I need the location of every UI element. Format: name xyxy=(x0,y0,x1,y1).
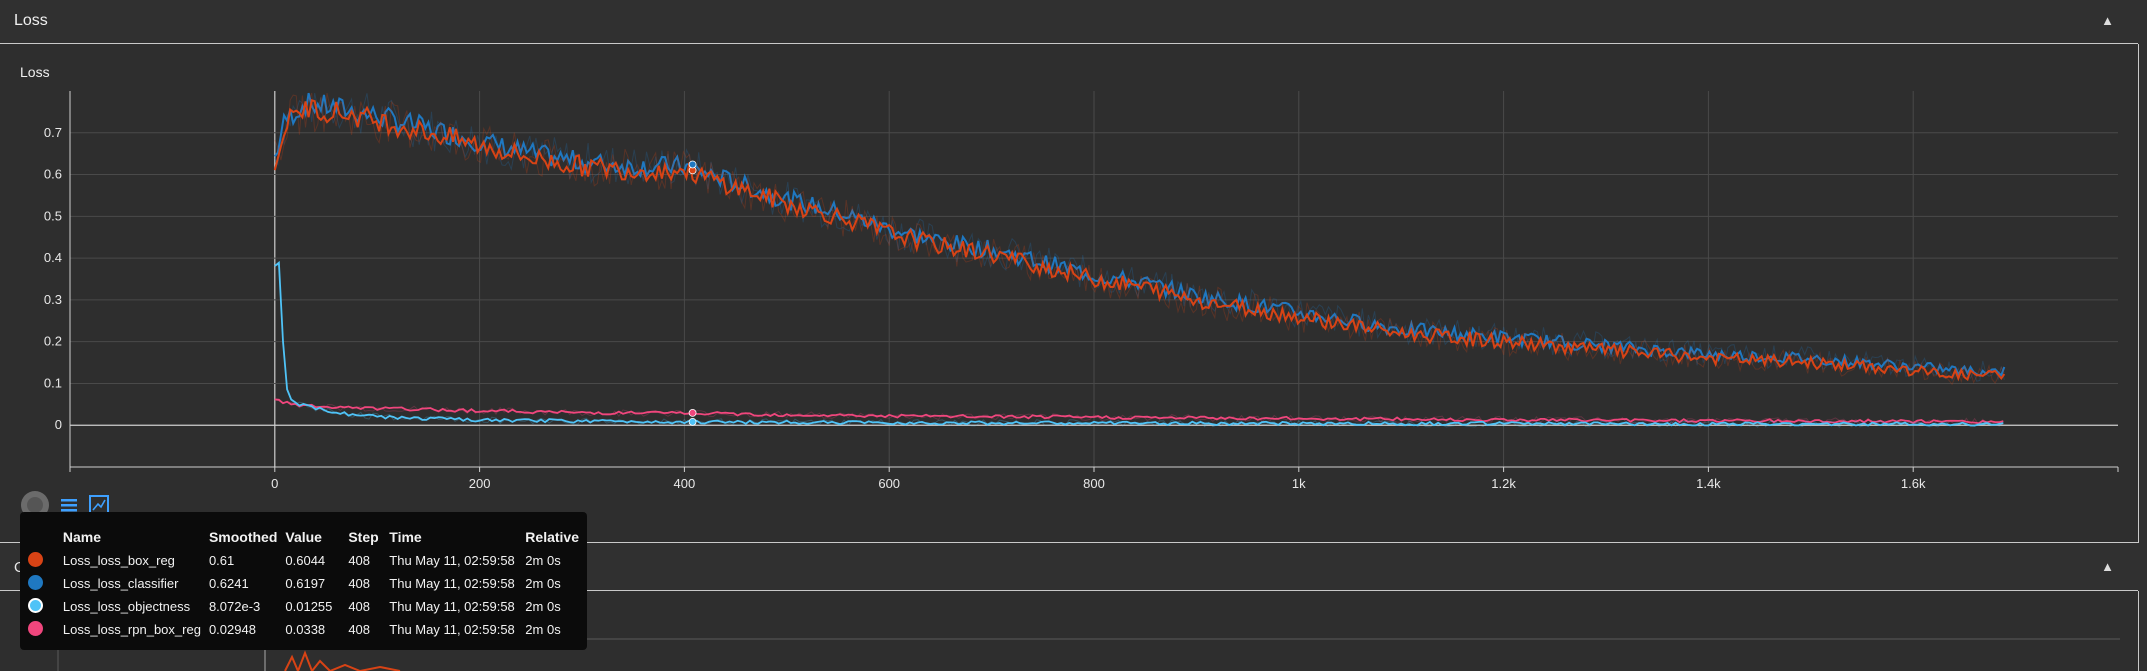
list-icon[interactable] xyxy=(54,490,84,520)
hover-marker-layer xyxy=(688,160,697,426)
x-tick-label: 1.4k xyxy=(1696,476,1721,491)
series-line-rpn_box_reg xyxy=(274,398,2004,425)
tooltip-cell-relative: 2m 0s xyxy=(525,599,561,614)
x-tick-label: 1.2k xyxy=(1491,476,1516,491)
tooltip-cell-smoothed: 0.61 xyxy=(208,553,235,568)
y-tick-label: 0.1 xyxy=(44,375,62,390)
col-time: Time xyxy=(389,529,422,545)
col-name: Name xyxy=(62,529,102,545)
y-tick-label: 0.4 xyxy=(44,250,62,265)
legend-dot xyxy=(28,572,63,595)
x-tick-label: 1k xyxy=(1292,476,1306,491)
hover-tooltip: Name Smoothed Value Step Time Relative L… xyxy=(20,512,587,650)
tooltip-cell-name: Loss_loss_classifier xyxy=(62,576,179,591)
axis-layer: 0 200 400 600 800 1k 1.2k 1.4k 1.6k 0 0.1 0.2 0.3 0.4… xyxy=(44,91,2119,491)
tooltip-cell-relative: 2m 0s xyxy=(525,576,561,591)
y-tick-label: 0.3 xyxy=(44,292,62,307)
x-tick-label: 200 xyxy=(469,476,491,491)
tooltip-cell-time: Thu May 11, 02:59:58 xyxy=(389,622,515,637)
series-line-box_reg xyxy=(273,99,2006,382)
series-line-objectness xyxy=(274,260,2004,427)
loss-chart[interactable]: 0 200 400 600 800 1k 1.2k 1.4k 1.6k 0 0.1 0.2 0.3 0.4… xyxy=(0,44,2138,542)
legend-dot xyxy=(28,618,63,641)
col-value: Value xyxy=(285,529,322,545)
tooltip-cell-name: Loss_loss_box_reg xyxy=(62,553,175,568)
y-tick-label: 0.6 xyxy=(44,167,62,182)
tooltip-cell-smoothed: 0.02948 xyxy=(208,622,256,637)
tooltip-cell-smoothed: 8.072e-3 xyxy=(208,599,261,614)
hover-marker-objectness xyxy=(688,417,697,426)
y-tick-label: 0 xyxy=(55,417,62,432)
tooltip-cell-relative: 2m 0s xyxy=(525,553,561,568)
tooltip-cell-time: Thu May 11, 02:59:58 xyxy=(389,599,515,614)
x-tick-label: 800 xyxy=(1083,476,1105,491)
tooltip-cell-smoothed: 0.6241 xyxy=(208,576,249,591)
tooltip-cell-step: 408 xyxy=(348,576,371,591)
tooltip-cell-value: 0.6197 xyxy=(285,576,326,591)
tooltip-row: Loss_loss_objectness 8.072e-3 0.01255 408 Th… xyxy=(28,595,587,618)
y-tick-label: 0.2 xyxy=(44,334,62,349)
chart-title: Loss xyxy=(20,64,50,80)
col-step: Step xyxy=(348,529,379,545)
tooltip-row: Loss_loss_classifier 0.6241 0.6197 408 Thu M… xyxy=(28,572,587,595)
series-color-icon xyxy=(28,597,43,613)
legend-dot xyxy=(28,595,63,618)
series-raw-box_reg xyxy=(274,92,2005,386)
tooltip-cell-step: 408 xyxy=(348,553,371,568)
chart-card: Loss 0 200 400 600 800 1k 1.2k 1.4k 1.6k 0 0.1 0.2 0… xyxy=(0,44,2139,543)
y-tick-label: 0.5 xyxy=(44,208,62,223)
grid-layer xyxy=(70,91,2118,467)
x-tick-label: 0 xyxy=(271,476,278,491)
col-smoothed: Smoothed xyxy=(208,529,278,545)
tooltip-header-row: Name Smoothed Value Step Time Relative xyxy=(28,528,587,549)
tooltip-color-col xyxy=(28,528,63,549)
tooltip-cell-step: 408 xyxy=(348,622,371,637)
x-tick-label: 600 xyxy=(878,476,900,491)
series-color-icon xyxy=(28,620,43,636)
hover-marker-classifier xyxy=(688,160,697,169)
series-color-icon xyxy=(28,574,43,590)
legend-dot xyxy=(28,549,63,572)
tooltip-cell-value: 0.0338 xyxy=(285,622,326,637)
x-tick-label: 1.6k xyxy=(1901,476,1926,491)
series-line-classifier xyxy=(274,92,2006,378)
tooltip-cell-value: 0.01255 xyxy=(285,599,333,614)
series-layer xyxy=(273,92,2006,428)
tooltip-cell-name: Loss_loss_objectness xyxy=(62,599,191,614)
series-color-icon xyxy=(28,551,43,567)
tooltip-cell-value: 0.6044 xyxy=(285,553,326,568)
tooltip-cell-time: Thu May 11, 02:59:58 xyxy=(389,553,515,568)
y-tick-label: 0.7 xyxy=(44,125,62,140)
chevron-up-icon[interactable]: ▲ xyxy=(2101,13,2114,28)
section-title: Loss xyxy=(14,12,48,29)
tooltip-cell-relative: 2m 0s xyxy=(525,622,561,637)
tooltip-row: Loss_loss_box_reg 0.61 0.6044 408 Thu May 11… xyxy=(28,549,587,572)
tooltip-cell-step: 408 xyxy=(348,599,371,614)
hover-marker-rpn_box_reg xyxy=(688,409,697,417)
col-relative: Relative xyxy=(525,529,579,545)
section-header-loss[interactable]: Loss ▲ xyxy=(0,0,2138,44)
x-tick-label: 400 xyxy=(674,476,696,491)
tooltip-table: Name Smoothed Value Step Time Relative L… xyxy=(28,528,587,641)
tooltip-cell-time: Thu May 11, 02:59:58 xyxy=(389,576,515,591)
series-raw-classifier xyxy=(274,93,2005,382)
tooltip-cell-name: Loss_loss_rpn_box_reg xyxy=(62,622,201,637)
tooltip-row: Loss_loss_rpn_box_reg 0.02948 0.0338 408 Thu… xyxy=(28,618,587,641)
chevron-up-icon[interactable]: ▲ xyxy=(2101,559,2114,574)
